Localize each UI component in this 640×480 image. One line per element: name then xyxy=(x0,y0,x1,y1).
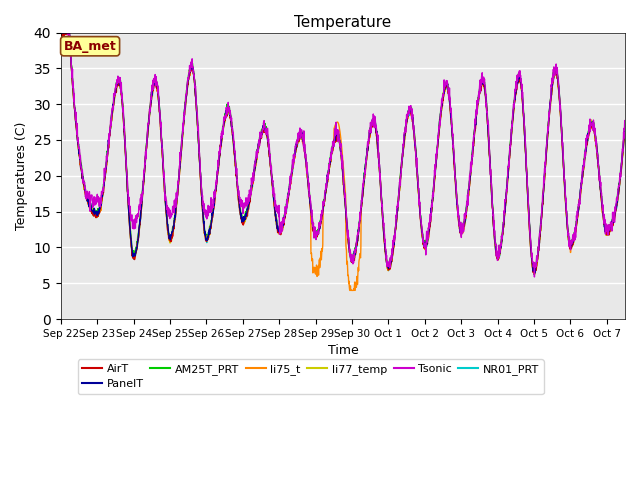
Legend: AirT, PanelT, AM25T_PRT, li75_t, li77_temp, Tsonic, NR01_PRT: AirT, PanelT, AM25T_PRT, li75_t, li77_te… xyxy=(77,360,543,394)
Y-axis label: Temperatures (C): Temperatures (C) xyxy=(15,121,28,230)
Title: Temperature: Temperature xyxy=(294,15,392,30)
X-axis label: Time: Time xyxy=(328,344,358,357)
Text: BA_met: BA_met xyxy=(64,40,116,53)
